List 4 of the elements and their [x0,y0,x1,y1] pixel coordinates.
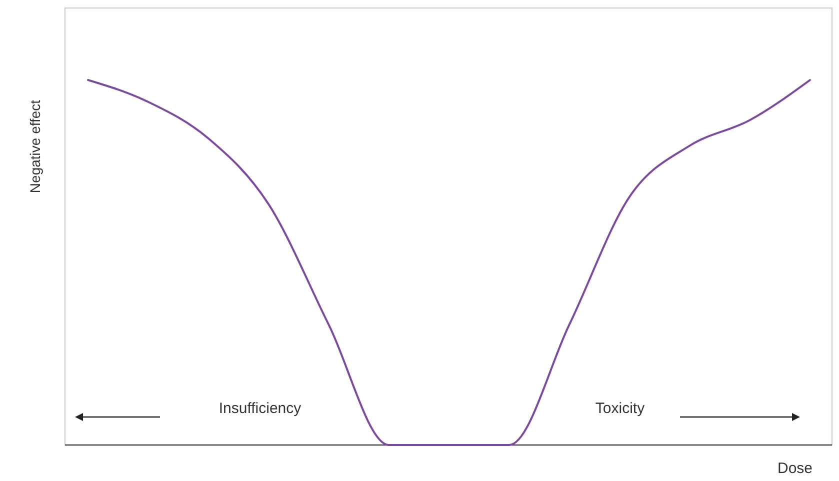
annotation: Toxicity [595,400,646,417]
y-axis-title: Negative effect [27,100,43,194]
annotation: Insufficiency [218,400,302,417]
x-axis-title: Dose [777,460,813,477]
